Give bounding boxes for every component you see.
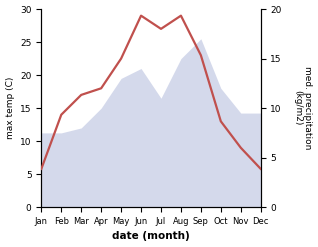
Y-axis label: med. precipitation
(kg/m2): med. precipitation (kg/m2) [293,66,313,150]
Y-axis label: max temp (C): max temp (C) [5,77,15,139]
X-axis label: date (month): date (month) [112,231,190,242]
